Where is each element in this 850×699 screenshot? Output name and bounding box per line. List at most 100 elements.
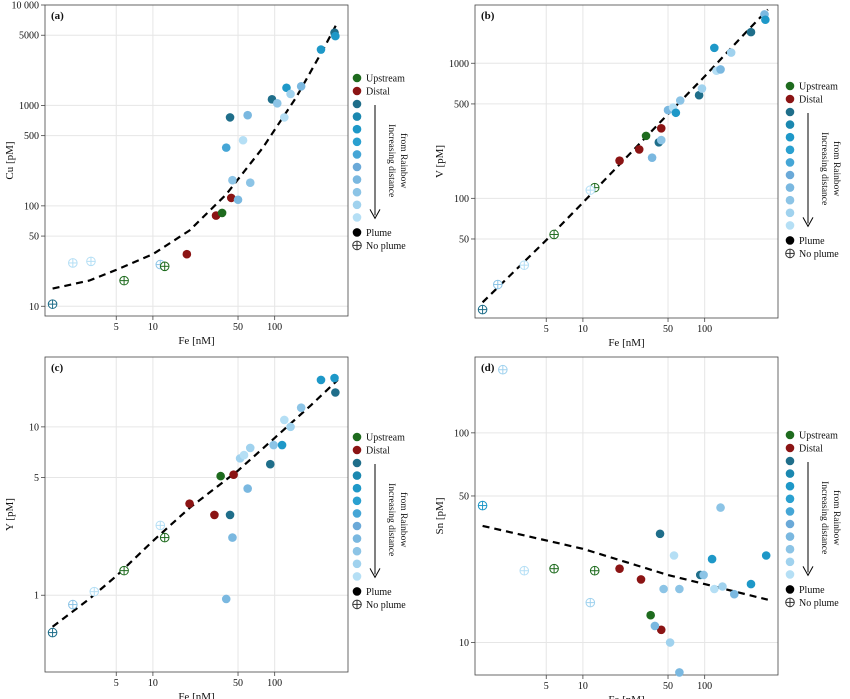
legend-marker-gradient [785,469,795,478]
legend-gradient-label-1: Increasing distance [819,481,829,554]
x-tick-label: 100 [697,324,712,335]
legend-marker-distal [785,443,795,453]
panel-0: 5 10 50 100 10 50 100 500 1000 5000 10 000 Fe [nM] C… [4,1,409,348]
legend-marker-gradient [785,519,795,529]
legend-marker-gradient [352,150,362,159]
legend-label-plume: Plume [799,236,825,247]
data-point-no-plume [68,258,78,268]
data-point-no-plume [86,256,96,267]
y-tick-label: 50 [459,234,469,245]
data-point [655,529,665,539]
x-axis-label: Fe [nM] [178,335,214,347]
plot-frame [474,4,779,319]
legend-label-distal: Distal [799,444,823,455]
legend: Upstream Distal Increasing distance from Ra… [352,73,409,252]
legend-marker-no-plume [352,240,362,251]
data-point [636,575,646,584]
y-tick-label: 10 000 [12,1,40,12]
data-point [641,131,651,141]
y-axis-label: Cu [pM] [4,141,16,179]
legend-label-plume: Plume [366,228,392,239]
data-point [265,459,275,469]
data-point [665,638,675,647]
y-tick-label: 10 [29,422,39,433]
data-point [615,156,624,165]
data-point-no-plume [155,520,166,531]
data-point [233,195,243,205]
y-tick-label: 100 [454,428,469,439]
legend-gradient-label-2: from Rainbow [831,141,842,196]
legend-marker-upstream [352,73,362,83]
x-tick-label: 10 [148,678,158,689]
panel-2: 5 10 50 100 1 5 10 Fe [nM] Y [pM] (c) Upstream Dist… [4,356,409,699]
data-point [316,375,326,385]
data-point [710,584,719,594]
legend-arrow-head [369,209,381,220]
data-point [316,45,326,54]
fit-line [481,8,769,304]
legend-marker-gradient [352,99,362,109]
y-tick-label: 5 [34,473,39,484]
legend-gradient-label-2: from Rainbow [398,133,409,188]
data-point [669,551,679,560]
data-point [707,554,717,564]
legend-marker-gradient [352,546,362,556]
data-point [277,440,287,450]
data-point [659,584,668,594]
legend-marker-gradient [352,534,362,543]
data-point [280,113,289,122]
legend-label-plume: Plume [799,585,825,596]
legend-marker-gradient [352,137,362,147]
x-tick-label: 10 [148,322,158,333]
legend-marker-gradient [352,112,362,121]
data-point-no-plume [47,627,58,638]
legend-marker-plume [785,236,795,245]
legend-marker-distal [785,94,795,104]
legend-marker-gradient [785,544,795,554]
legend-marker-upstream [785,430,795,440]
legend-label-no-plume: No plume [366,600,406,611]
legend-marker-gradient [785,570,795,579]
y-tick-label: 50 [29,232,39,243]
legend: Upstream Distal Increasing distance from Ra… [785,430,842,609]
data-point [221,143,231,152]
legend-marker-gradient [785,507,795,516]
y-tick-label: 500 [24,131,39,142]
legend-marker-gradient [352,200,362,210]
legend-gradient-label-1: Increasing distance [386,124,396,197]
legend-marker-gradient [352,175,362,184]
data-point [716,65,725,74]
plot-frame [474,356,779,676]
legend-arrow-head [802,566,814,577]
legend-arrow-head [802,217,814,228]
data-point [243,484,252,493]
legend-marker-gradient [785,107,795,117]
y-tick-label: 1000 [19,101,39,112]
panel-label: (c) [51,362,64,374]
legend-marker-gradient [785,195,795,205]
data-point-no-plume [585,185,596,195]
y-tick-label: 100 [454,194,469,205]
x-tick-label: 100 [267,322,282,333]
data-point-no-plume [159,261,170,272]
data-point [716,503,725,512]
plot-frame [44,356,349,673]
data-point-no-plume [519,260,530,270]
legend-marker-gradient [785,208,795,218]
legend-marker-gradient [352,496,362,506]
y-tick-label: 100 [24,201,39,212]
panel-label: (b) [481,10,495,22]
legend-label-upstream: Upstream [366,74,405,85]
data-point-no-plume [68,599,78,610]
data-point-no-plume [119,275,129,286]
data-point [650,621,660,631]
legend-marker-gradient [352,559,362,569]
data-point-no-plume [498,364,508,375]
legend-marker-gradient [352,471,362,480]
data-point [238,135,248,145]
legend-marker-gradient [352,458,362,468]
y-axis-label: Sn [pM] [434,498,446,535]
data-point [675,584,684,594]
data-point [217,208,227,218]
panel-1: 5 10 50 100 50 100 500 1000 Fe [nM] V [pM] (b) Upst… [434,4,842,349]
